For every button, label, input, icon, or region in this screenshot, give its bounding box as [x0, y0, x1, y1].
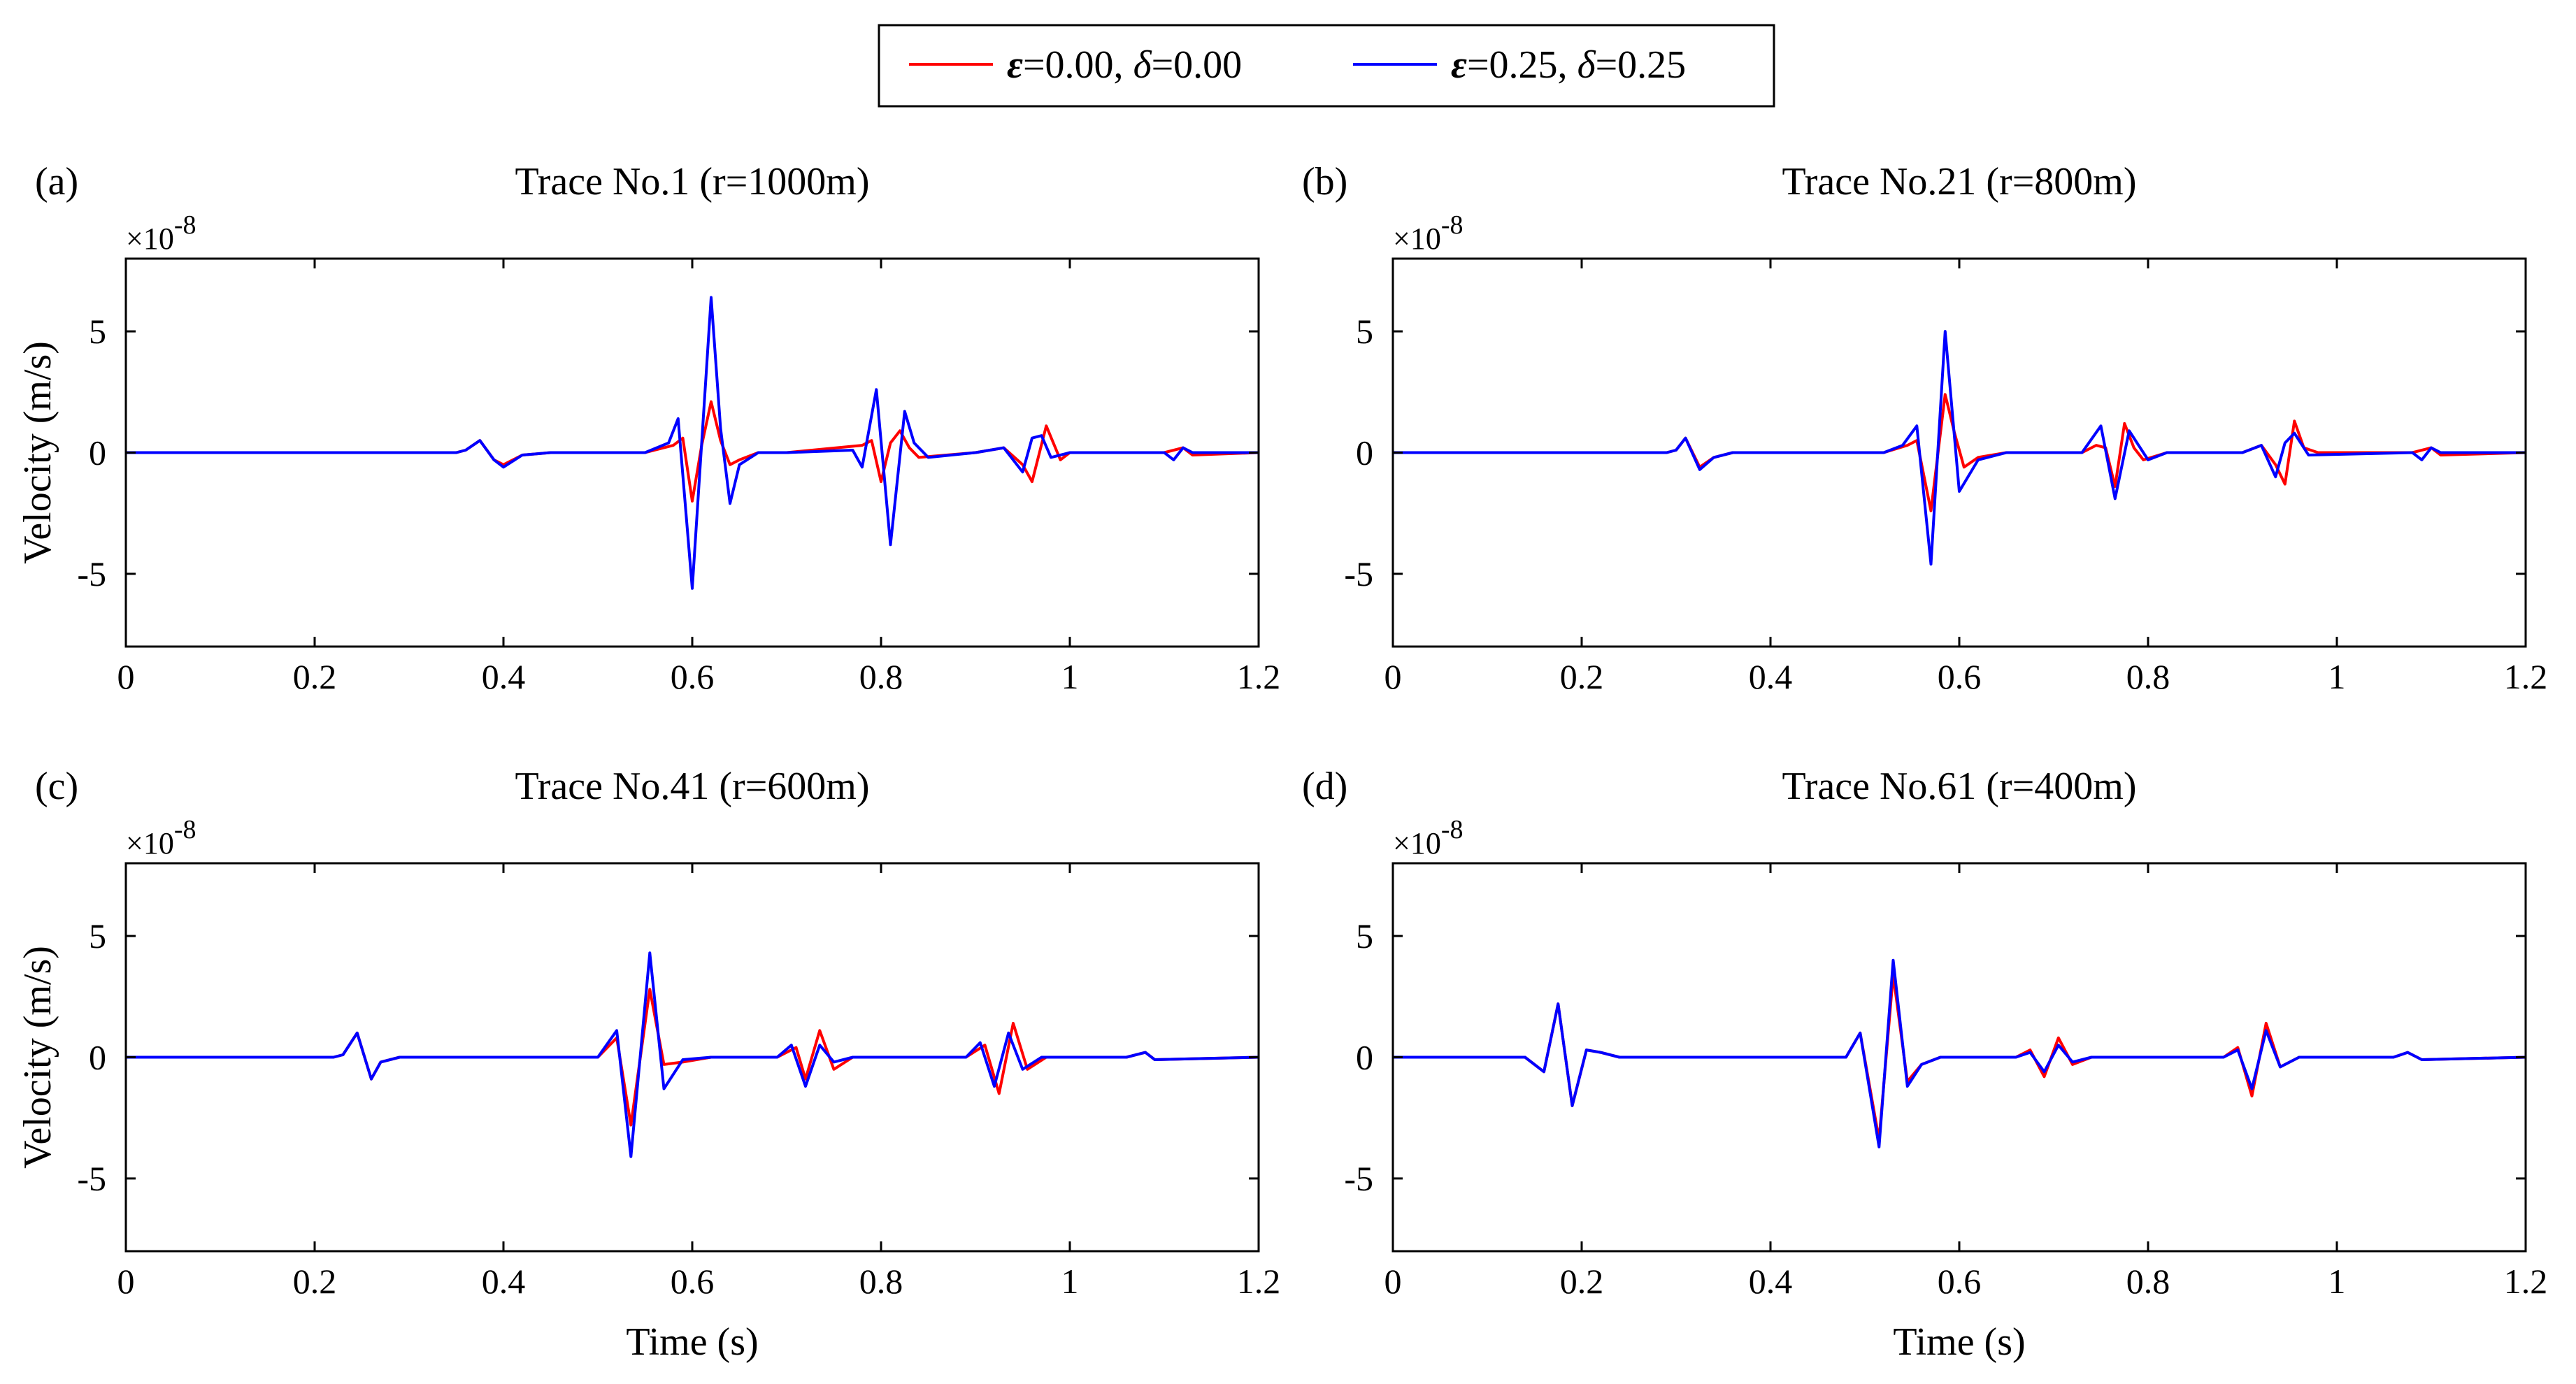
panel-a-y-exponent: ×10-8	[126, 210, 196, 256]
panel-a-xtick-label: 0.4	[482, 657, 526, 696]
panel-c-series-blue	[126, 951, 1259, 1158]
panel-d-xtick-label: 0.2	[1560, 1262, 1604, 1301]
panel-c-xtick-label: 0.6	[671, 1262, 715, 1301]
panels: 0 0.2 0.4 0.6 0.8 1 1.2 -5 0 5 ×10-8 Trace No.1 (r=…	[16, 160, 2547, 1364]
panel-b-xtick-label: 0.6	[1938, 657, 1982, 696]
panel-c-title: Trace No.41 (r=600m)	[515, 765, 870, 808]
panel-b-xtick-label: 0	[1384, 657, 1402, 696]
panel-a-xtick-label: 0.2	[293, 657, 337, 696]
panel-d-xtick-label: 0.6	[1938, 1262, 1982, 1301]
panel-b-xtick-label: 0.8	[2126, 657, 2170, 696]
legend-box	[878, 24, 1775, 108]
panel-d-xlabel: Time (s)	[1893, 1320, 2025, 1364]
panel-c-xtick-label: 0	[117, 1262, 135, 1301]
panel-a-xtick-label: 1.2	[1237, 657, 1281, 696]
legend: ε=0.00, δ=0.00 ε=0.25, δ=0.25	[878, 24, 1775, 108]
panel-c-xtick-label: 1	[1061, 1262, 1079, 1301]
panel-d-ytick-label: -5	[1344, 1159, 1373, 1198]
panel-a-label: (a)	[35, 160, 78, 203]
panel-c-ytick-label: -5	[77, 1159, 106, 1198]
panel-c-xtick-label: 0.2	[293, 1262, 337, 1301]
panel-d-xtick-label: 0.8	[2126, 1262, 2170, 1301]
panel-a-ytick-label: 0	[89, 433, 106, 473]
panel-a-xtick-label: 1	[1061, 657, 1079, 696]
panel-c-xtick-label: 1.2	[1237, 1262, 1281, 1301]
panel-c-ylabel: Velocity (m/s)	[16, 946, 59, 1169]
panel-d-title: Trace No.61 (r=400m)	[1782, 765, 2137, 808]
panel-b: 0 0.2 0.4 0.6 0.8 1 1.2 -5 0 5 ×10-8 Trace No.21 (r…	[1302, 160, 2547, 696]
panel-a-series-blue	[126, 296, 1259, 590]
panel-b-ytick-label: -5	[1344, 554, 1373, 593]
panel-c: 0 0.2 0.4 0.6 0.8 1 1.2 -5 0 5 ×10-8 Trace No.41 (r…	[16, 765, 1280, 1364]
panel-c-label: (c)	[35, 765, 78, 808]
panel-a-xtick-label: 0.8	[859, 657, 903, 696]
panel-d-xtick-label: 1	[2328, 1262, 2346, 1301]
panel-c-ytick-label: 0	[89, 1038, 106, 1077]
panel-c-xtick-label: 0.8	[859, 1262, 903, 1301]
panel-c-y-exponent: ×10-8	[126, 815, 196, 860]
panel-c-xtick-label: 0.4	[482, 1262, 526, 1301]
panel-d-y-exponent: ×10-8	[1393, 815, 1463, 860]
panel-b-ytick-label: 5	[1356, 312, 1373, 351]
panel-b-xtick-label: 1	[2328, 657, 2346, 696]
panel-d-xtick-label: 0	[1384, 1262, 1402, 1301]
panel-d-xtick-label: 0.4	[1749, 1262, 1793, 1301]
panel-d-xtick-label: 1.2	[2504, 1262, 2548, 1301]
panel-d-series-blue	[1393, 958, 2526, 1148]
panel-b-series-blue	[1393, 330, 2526, 566]
panel-a: 0 0.2 0.4 0.6 0.8 1 1.2 -5 0 5 ×10-8 Trace No.1 (r=…	[16, 160, 1280, 696]
panel-a-ytick-label: -5	[77, 554, 106, 593]
panel-d: 0 0.2 0.4 0.6 0.8 1 1.2 -5 0 5 ×10-8 Trace No.61 (r…	[1302, 765, 2547, 1364]
panel-c-ytick-label: 5	[89, 916, 106, 956]
panel-b-ytick-label: 0	[1356, 433, 1373, 473]
panel-b-xtick-label: 0.4	[1749, 657, 1793, 696]
panel-b-y-exponent: ×10-8	[1393, 210, 1463, 256]
panel-a-title: Trace No.1 (r=1000m)	[515, 160, 870, 203]
panel-b-xtick-label: 0.2	[1560, 657, 1604, 696]
panel-b-label: (b)	[1302, 160, 1347, 203]
panel-a-ytick-label: 5	[89, 312, 106, 351]
panel-a-xtick-label: 0	[117, 657, 135, 696]
panel-b-xtick-label: 1.2	[2504, 657, 2548, 696]
panel-a-xtick-label: 0.6	[671, 657, 715, 696]
panel-b-title: Trace No.21 (r=800m)	[1782, 160, 2137, 203]
panel-d-label: (d)	[1302, 765, 1347, 808]
panel-a-ylabel: Velocity (m/s)	[16, 341, 59, 564]
legend-label-1: ε=0.00, δ=0.00	[1007, 43, 1242, 87]
panel-d-ytick-label: 5	[1356, 916, 1373, 956]
panel-c-xlabel: Time (s)	[626, 1320, 758, 1364]
legend-label-2: ε=0.25, δ=0.25	[1451, 43, 1686, 87]
panel-d-ytick-label: 0	[1356, 1038, 1373, 1077]
